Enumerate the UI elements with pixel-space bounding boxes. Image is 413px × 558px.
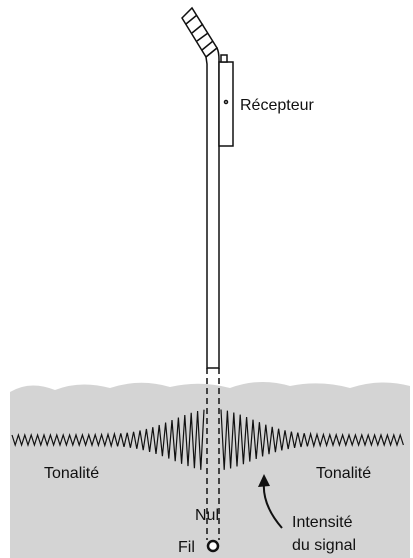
receiver-label: Récepteur — [240, 97, 314, 114]
signal-label: Intensité — [292, 514, 353, 531]
signal-label: du signal — [292, 537, 356, 554]
tone-right-label: Tonalité — [316, 465, 371, 482]
arrow-head — [258, 474, 270, 487]
wire-label: Fil — [178, 539, 195, 556]
pole — [205, 46, 220, 369]
ground — [10, 381, 410, 558]
receiver-led — [223, 99, 229, 105]
grip-seg — [201, 40, 214, 51]
wave-segment — [11, 409, 205, 470]
null-label: Nul — [195, 507, 219, 524]
tone-left-label: Tonalité — [44, 465, 99, 482]
grip-seg — [185, 14, 198, 25]
wave-segment — [220, 409, 404, 470]
signal-wave — [11, 409, 404, 470]
grip-seg — [191, 23, 204, 34]
handle-grip — [181, 6, 218, 59]
wire-circle — [206, 539, 220, 553]
receiver-cap — [220, 54, 228, 63]
receiver-device — [181, 6, 234, 553]
grip-seg — [196, 32, 209, 42]
